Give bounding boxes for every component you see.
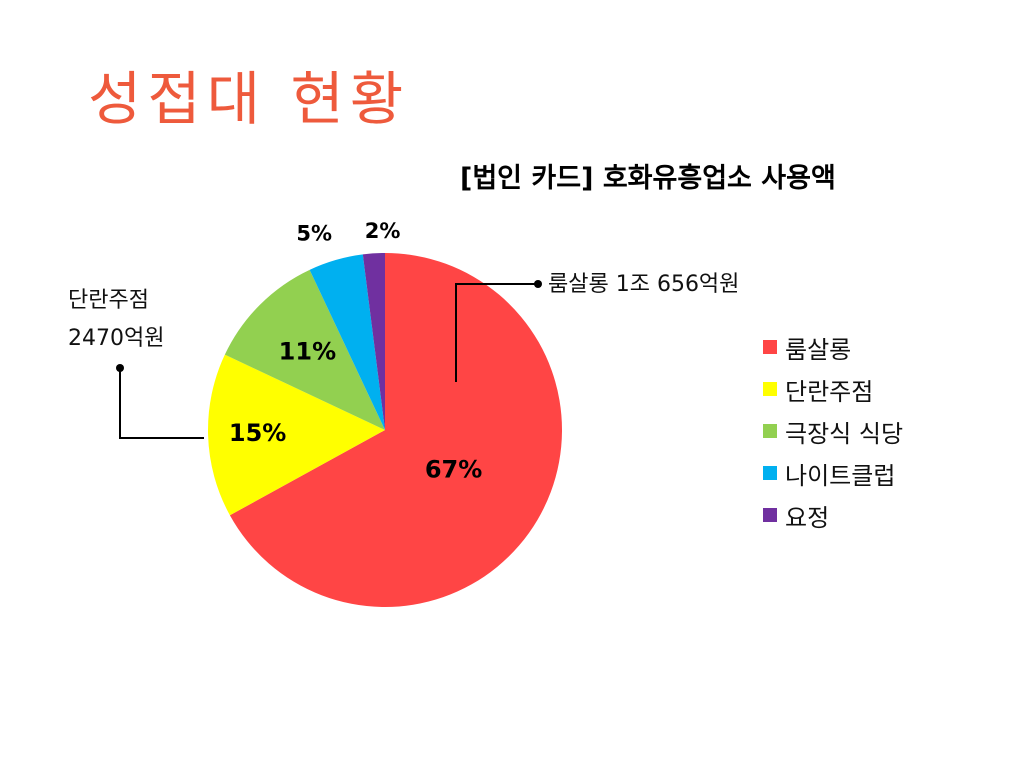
slice-label: 2% — [365, 219, 401, 243]
legend-swatch — [763, 466, 777, 480]
roomsalon-leader-line — [455, 283, 538, 382]
slice-label: 11% — [279, 337, 336, 365]
legend-label: 극장식 식당 — [785, 419, 904, 448]
danran-leader-line — [119, 368, 204, 439]
danran-callout-line2: 2470억원 — [68, 326, 165, 351]
legend-label: 요정 — [785, 503, 830, 532]
legend-swatch — [763, 508, 777, 522]
slice-label: 5% — [296, 222, 332, 246]
slice-label: 15% — [229, 419, 286, 447]
legend-item: 룸살롱 — [763, 326, 903, 368]
legend-item: 나이트클럽 — [763, 452, 903, 494]
roomsalon-leader-dot — [534, 280, 542, 288]
legend: 룸살롱 단란주점 극장식 식당 나이트클럽 요정 — [763, 326, 903, 536]
slide-title: 성접대 현황 — [88, 65, 410, 133]
roomsalon-callout: 룸살롱 1조 656억원 — [548, 272, 740, 297]
legend-swatch — [763, 340, 777, 354]
slice-label: 67% — [425, 456, 482, 484]
pie-slice — [309, 254, 385, 430]
legend-label: 룸살롱 — [785, 335, 852, 364]
chart-title: [법인 카드] 호화유흥업소 사용액 — [460, 163, 836, 194]
legend-label: 단란주점 — [785, 377, 874, 406]
legend-swatch — [763, 382, 777, 396]
legend-item: 요정 — [763, 494, 903, 536]
legend-label: 나이트클럽 — [785, 461, 896, 490]
pie-slice — [224, 269, 385, 430]
pie-slice — [229, 253, 562, 607]
legend-item: 단란주점 — [763, 368, 903, 410]
pie-slice — [208, 354, 385, 516]
danran-leader-dot — [116, 364, 124, 372]
legend-swatch — [763, 424, 777, 438]
danran-callout: 단란주점 2470억원 — [68, 282, 164, 358]
pie-slice — [362, 253, 385, 430]
legend-item: 극장식 식당 — [763, 410, 903, 452]
danran-callout-line1: 단란주점 — [68, 288, 149, 313]
